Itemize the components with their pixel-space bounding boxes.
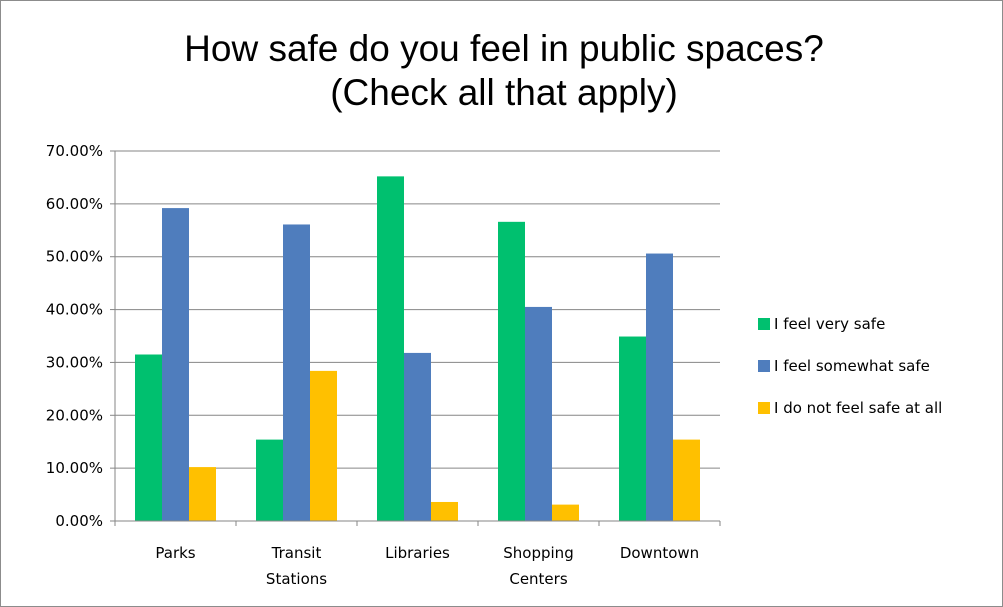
legend: I feel very safe I feel somewhat safe I do… [758, 315, 942, 417]
axes [110, 150, 721, 526]
y-axis-tick-labels: 0.00% 10.00% 20.00% 30.00% 40.00% 50.00% 60.00… [46, 142, 103, 530]
bar [673, 439, 700, 521]
x-axis-tick-labels: Parks Transit Stations Libraries Shopping Cen… [155, 544, 699, 588]
bar [256, 439, 283, 521]
y-tick-label: 50.00% [46, 248, 103, 266]
y-tick-label: 60.00% [46, 195, 103, 213]
x-tick-label: Downtown [620, 544, 699, 562]
bar [189, 467, 216, 521]
bar [646, 253, 673, 522]
bar [431, 501, 458, 521]
y-tick-label: 0.00% [55, 512, 103, 530]
bar [619, 336, 646, 521]
bar [552, 504, 579, 521]
x-tick-label: Centers [509, 570, 567, 588]
legend-swatch [758, 402, 770, 414]
bars [135, 176, 700, 522]
y-tick-label: 30.00% [46, 353, 103, 371]
bar [162, 208, 189, 522]
legend-label: I feel very safe [774, 315, 885, 333]
bar [525, 306, 552, 521]
x-tick-label: Shopping [503, 544, 573, 562]
x-tick-label: Stations [266, 570, 327, 588]
y-tick-label: 70.00% [46, 142, 103, 160]
x-tick-label: Libraries [385, 544, 450, 562]
x-tick-label: Parks [155, 544, 195, 562]
bar [283, 224, 310, 521]
bar [310, 370, 337, 521]
y-tick-label: 40.00% [46, 301, 103, 319]
bar [404, 352, 431, 521]
chart-title: How safe do you feel in public spaces? (… [184, 28, 824, 113]
legend-label: I do not feel safe at all [774, 399, 942, 417]
x-tick-label: Transit [271, 544, 322, 562]
chart-title-line-1: How safe do you feel in public spaces? [184, 28, 824, 69]
legend-swatch [758, 360, 770, 372]
legend-label: I feel somewhat safe [774, 357, 930, 375]
y-tick-label: 20.00% [46, 406, 103, 424]
bar [498, 221, 525, 522]
y-tick-label: 10.00% [46, 459, 103, 477]
chart-title-line-2: (Check all that apply) [330, 72, 678, 113]
bar [377, 176, 404, 521]
legend-swatch [758, 318, 770, 330]
bar [135, 354, 162, 521]
